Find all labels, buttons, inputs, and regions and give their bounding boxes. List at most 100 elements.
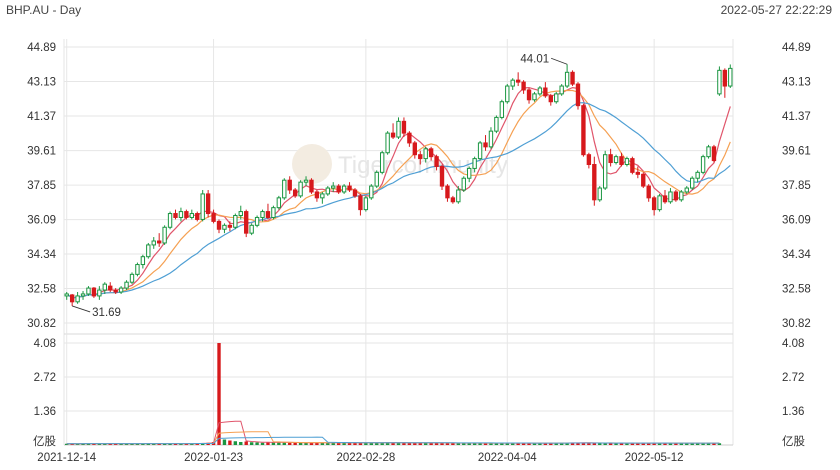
price-tick-label-right: 37.85 (782, 180, 811, 192)
candle (309, 178, 314, 194)
candle (86, 286, 91, 296)
candle (700, 154, 706, 175)
candle-body (379, 152, 385, 173)
candle (554, 91, 559, 104)
candle (292, 188, 298, 198)
candle (646, 184, 651, 202)
grid (63, 39, 734, 446)
candle (352, 188, 358, 198)
candle-body (227, 224, 233, 228)
candle-body (494, 116, 499, 132)
volume-bar (146, 443, 150, 445)
volume-bar (86, 443, 91, 445)
candle (439, 164, 445, 191)
candle-body (358, 195, 363, 211)
candle (173, 209, 178, 220)
candle-body (722, 69, 728, 87)
candle (369, 184, 374, 200)
candle-body (118, 287, 124, 293)
volume-bar (636, 443, 640, 445)
candle-body (260, 211, 265, 218)
candle-body (641, 173, 646, 187)
candle-body (597, 187, 602, 201)
price-tick-label-right: 41.37 (782, 111, 811, 123)
candle (331, 182, 336, 192)
candle-body (532, 93, 537, 101)
candle-body (548, 95, 553, 103)
candle-body (200, 193, 205, 220)
candle (75, 292, 80, 304)
candle-body (102, 283, 107, 291)
candle (314, 190, 320, 202)
candle-body (575, 83, 581, 107)
candle-body (526, 89, 532, 101)
candle (467, 166, 472, 183)
candle-body (418, 154, 423, 160)
candle (570, 70, 575, 87)
volume-bar (701, 443, 705, 445)
ma10-line (66, 89, 731, 299)
volume-bar (168, 443, 172, 445)
price-tick-label-right: 34.34 (782, 249, 811, 261)
candle (282, 178, 287, 200)
price-tick-label-left: 39.61 (27, 146, 56, 158)
volume-bar (554, 443, 558, 445)
candle (102, 282, 107, 294)
axes: 44.89 44.89 43.13 43.13 41.37 41.37 39.61 39.61… (27, 42, 811, 464)
volume-bar (456, 443, 461, 445)
volume-bar (277, 442, 281, 445)
candle-body (146, 244, 151, 258)
volume-bar (706, 442, 711, 445)
volume-bar (652, 443, 656, 445)
volume-tick-label-left: 2.72 (34, 372, 56, 384)
candle (510, 78, 515, 90)
volume-bar (532, 443, 537, 445)
candle-body (233, 215, 238, 228)
volume-bar (549, 443, 553, 445)
candle-body (167, 213, 173, 228)
volume-bar (70, 443, 74, 445)
volume-bar (239, 442, 243, 445)
candle (211, 209, 216, 224)
candle-body (613, 156, 619, 164)
candle (222, 223, 227, 234)
volume-bar (674, 443, 678, 445)
volume-bar (402, 442, 406, 445)
candle (341, 184, 347, 194)
volume-bar (81, 443, 85, 445)
candle (488, 127, 494, 149)
volume-bar (657, 443, 662, 445)
volume-bar (282, 442, 286, 445)
candle-body (635, 171, 641, 175)
candle (124, 280, 129, 291)
candle (445, 184, 450, 202)
candle-body (428, 148, 434, 158)
volume-bar (331, 442, 335, 445)
price-tick-label-left: 44.89 (27, 42, 56, 54)
candle-body (608, 154, 613, 164)
ma20-line (66, 102, 731, 299)
moving-averages (66, 86, 731, 445)
candle (575, 82, 581, 110)
candle (483, 135, 488, 151)
candle-body (238, 211, 243, 217)
candle-body (320, 193, 325, 199)
candle (515, 72, 521, 87)
candle (200, 190, 205, 222)
candle-body (113, 289, 118, 293)
candle-body (69, 294, 75, 303)
candle-body (592, 164, 597, 201)
candle (390, 123, 396, 139)
candle (379, 150, 385, 175)
candle (695, 170, 700, 183)
candle (684, 186, 689, 194)
candle-body (499, 101, 505, 118)
candle (113, 288, 118, 294)
volume-bar (424, 442, 428, 445)
candle (613, 154, 619, 165)
candles (64, 64, 733, 306)
volume-ma20-line (66, 436, 720, 445)
candle (526, 87, 532, 104)
candle-body (331, 185, 336, 189)
candle-body (690, 177, 695, 189)
